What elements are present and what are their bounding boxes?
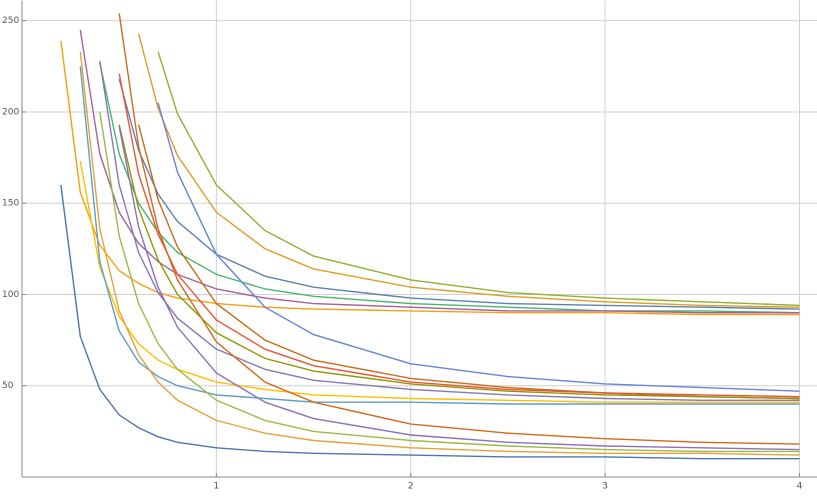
curve [118,126,800,451]
curve [118,13,800,445]
x-tick-label: 3 [602,482,608,492]
y-tick-label: 100 [2,290,19,300]
curve [118,73,800,398]
curve [99,111,800,453]
x-tick-label: 1 [214,482,220,492]
y-tick-label: 250 [2,16,19,26]
curve [118,124,800,400]
curve [60,184,800,460]
y-tick-label: 50 [2,381,14,391]
curve [79,161,800,403]
curve [79,66,800,405]
curve [137,33,800,308]
plot-area [60,13,800,460]
curve [99,60,800,401]
curve [79,29,800,314]
curve [99,62,800,314]
y-tick-label: 150 [2,199,19,209]
curve [79,51,800,456]
curve [60,40,800,316]
y-tick-label: 200 [2,107,19,117]
curve [157,102,800,392]
curve [157,51,800,307]
x-tick-label: 2 [408,482,414,492]
curve [118,78,800,310]
x-tick-label: 4 [797,482,803,492]
